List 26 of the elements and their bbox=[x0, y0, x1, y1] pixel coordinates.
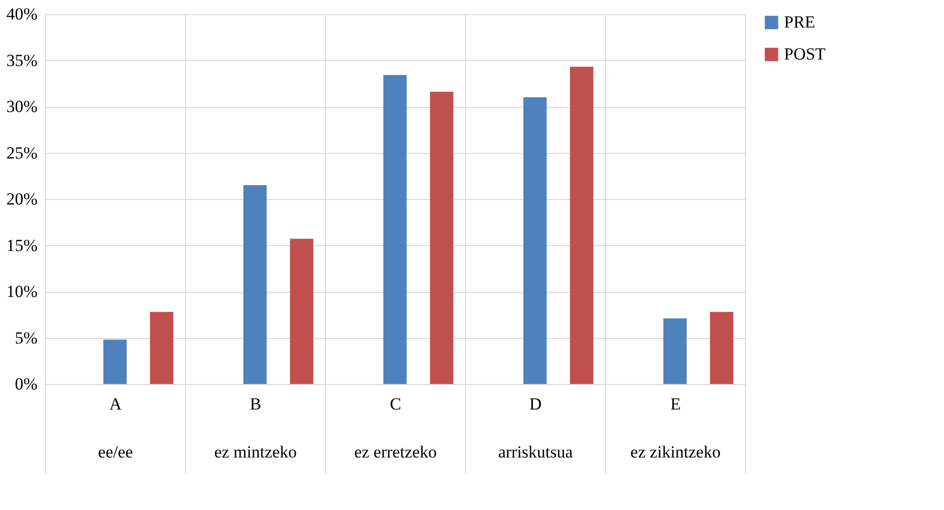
bar bbox=[383, 75, 407, 384]
y-tick-label: 35% bbox=[6, 50, 38, 70]
bar bbox=[430, 92, 454, 384]
y-tick-label: 10% bbox=[6, 282, 38, 301]
y-tick-label: 5% bbox=[14, 328, 38, 348]
y-tick-label: 0% bbox=[14, 374, 38, 394]
y-tick-label: 20% bbox=[6, 190, 38, 208]
y-tick-label: 40% bbox=[6, 4, 38, 24]
category-label: B ez mintzeko bbox=[214, 394, 297, 462]
bar bbox=[150, 312, 174, 384]
category-label: C ez erretzeko bbox=[354, 394, 437, 462]
bar bbox=[663, 318, 687, 384]
bar bbox=[243, 185, 267, 384]
y-tick-label: 30% bbox=[6, 97, 38, 116]
category-label: E ez zikintzeko bbox=[630, 394, 721, 462]
category-label: D arriskutsua bbox=[498, 394, 573, 462]
bar bbox=[290, 238, 314, 384]
y-tick-label: 15% bbox=[6, 236, 38, 255]
bar bbox=[570, 66, 594, 384]
y-tick-label: 25% bbox=[6, 143, 38, 162]
bar bbox=[103, 340, 127, 384]
category-label: A ee/ee bbox=[98, 394, 133, 462]
bar bbox=[710, 312, 734, 384]
legend-label: POST bbox=[784, 44, 826, 64]
legend-label: PRE bbox=[784, 12, 816, 32]
bar bbox=[523, 97, 547, 384]
